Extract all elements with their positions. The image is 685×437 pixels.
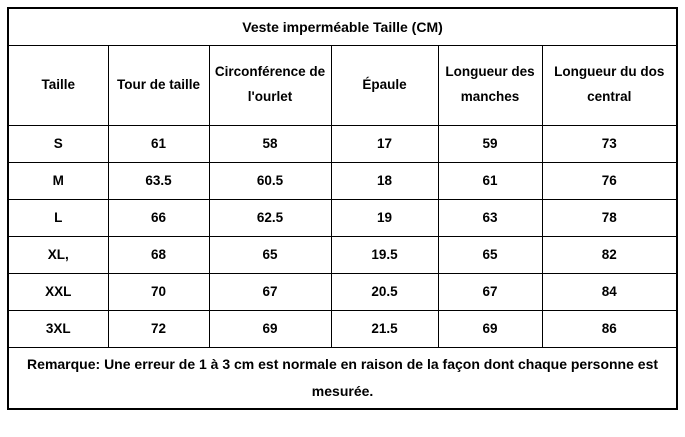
value-cell: 61 xyxy=(107,124,210,163)
size-cell: M xyxy=(7,161,109,200)
size-cell: S xyxy=(7,124,109,163)
value-cell: 61 xyxy=(437,161,543,200)
header-longueur-dos-central: Longueur du dos central xyxy=(541,44,678,126)
table-title: Veste imperméable Taille (CM) xyxy=(7,7,678,46)
table-row-m: M 63.5 60.5 18 61 76 xyxy=(7,161,678,200)
value-cell: 78 xyxy=(541,198,678,237)
table-row-s: S 61 58 17 59 73 xyxy=(7,124,678,163)
value-cell: 65 xyxy=(437,235,543,274)
value-cell: 73 xyxy=(541,124,678,163)
note-row: Remarque: Une erreur de 1 à 3 cm est nor… xyxy=(7,346,678,410)
header-row: Taille Tour de taille Circonférence de l… xyxy=(7,44,678,126)
note: Remarque: Une erreur de 1 à 3 cm est nor… xyxy=(7,346,678,410)
title-row: Veste imperméable Taille (CM) xyxy=(7,7,678,46)
value-cell: 18 xyxy=(330,161,439,200)
size-cell: L xyxy=(7,198,109,237)
size-cell: XXL xyxy=(7,272,109,311)
value-cell: 86 xyxy=(541,309,678,348)
header-circonference-ourlet: Circonférence de l'ourlet xyxy=(208,44,332,126)
value-cell: 62.5 xyxy=(208,198,332,237)
value-cell: 67 xyxy=(208,272,332,311)
value-cell: 76 xyxy=(541,161,678,200)
size-cell: 3XL xyxy=(7,309,109,348)
value-cell: 20.5 xyxy=(330,272,439,311)
value-cell: 69 xyxy=(437,309,543,348)
size-cell: XL, xyxy=(7,235,109,274)
value-cell: 17 xyxy=(330,124,439,163)
header-epaule: Épaule xyxy=(330,44,439,126)
header-longueur-manches: Longueur des manches xyxy=(437,44,543,126)
size-table: Veste imperméable Taille (CM) Taille Tou… xyxy=(7,7,679,410)
value-cell: 65 xyxy=(208,235,332,274)
value-cell: 70 xyxy=(107,272,210,311)
value-cell: 58 xyxy=(208,124,332,163)
header-tour-de-taille: Tour de taille xyxy=(107,44,210,126)
table-row-xxl: XXL 70 67 20.5 67 84 xyxy=(7,272,678,311)
table-row-l: L 66 62.5 19 63 78 xyxy=(7,198,678,237)
value-cell: 19 xyxy=(330,198,439,237)
value-cell: 66 xyxy=(107,198,210,237)
value-cell: 68 xyxy=(107,235,210,274)
table-row-xl: XL, 68 65 19.5 65 82 xyxy=(7,235,678,274)
value-cell: 21.5 xyxy=(330,309,439,348)
value-cell: 82 xyxy=(541,235,678,274)
value-cell: 59 xyxy=(437,124,543,163)
value-cell: 63.5 xyxy=(107,161,210,200)
value-cell: 84 xyxy=(541,272,678,311)
value-cell: 19.5 xyxy=(330,235,439,274)
header-taille: Taille xyxy=(7,44,109,126)
table-row-3xl: 3XL 72 69 21.5 69 86 xyxy=(7,309,678,348)
value-cell: 60.5 xyxy=(208,161,332,200)
value-cell: 72 xyxy=(107,309,210,348)
value-cell: 69 xyxy=(208,309,332,348)
value-cell: 63 xyxy=(437,198,543,237)
value-cell: 67 xyxy=(437,272,543,311)
